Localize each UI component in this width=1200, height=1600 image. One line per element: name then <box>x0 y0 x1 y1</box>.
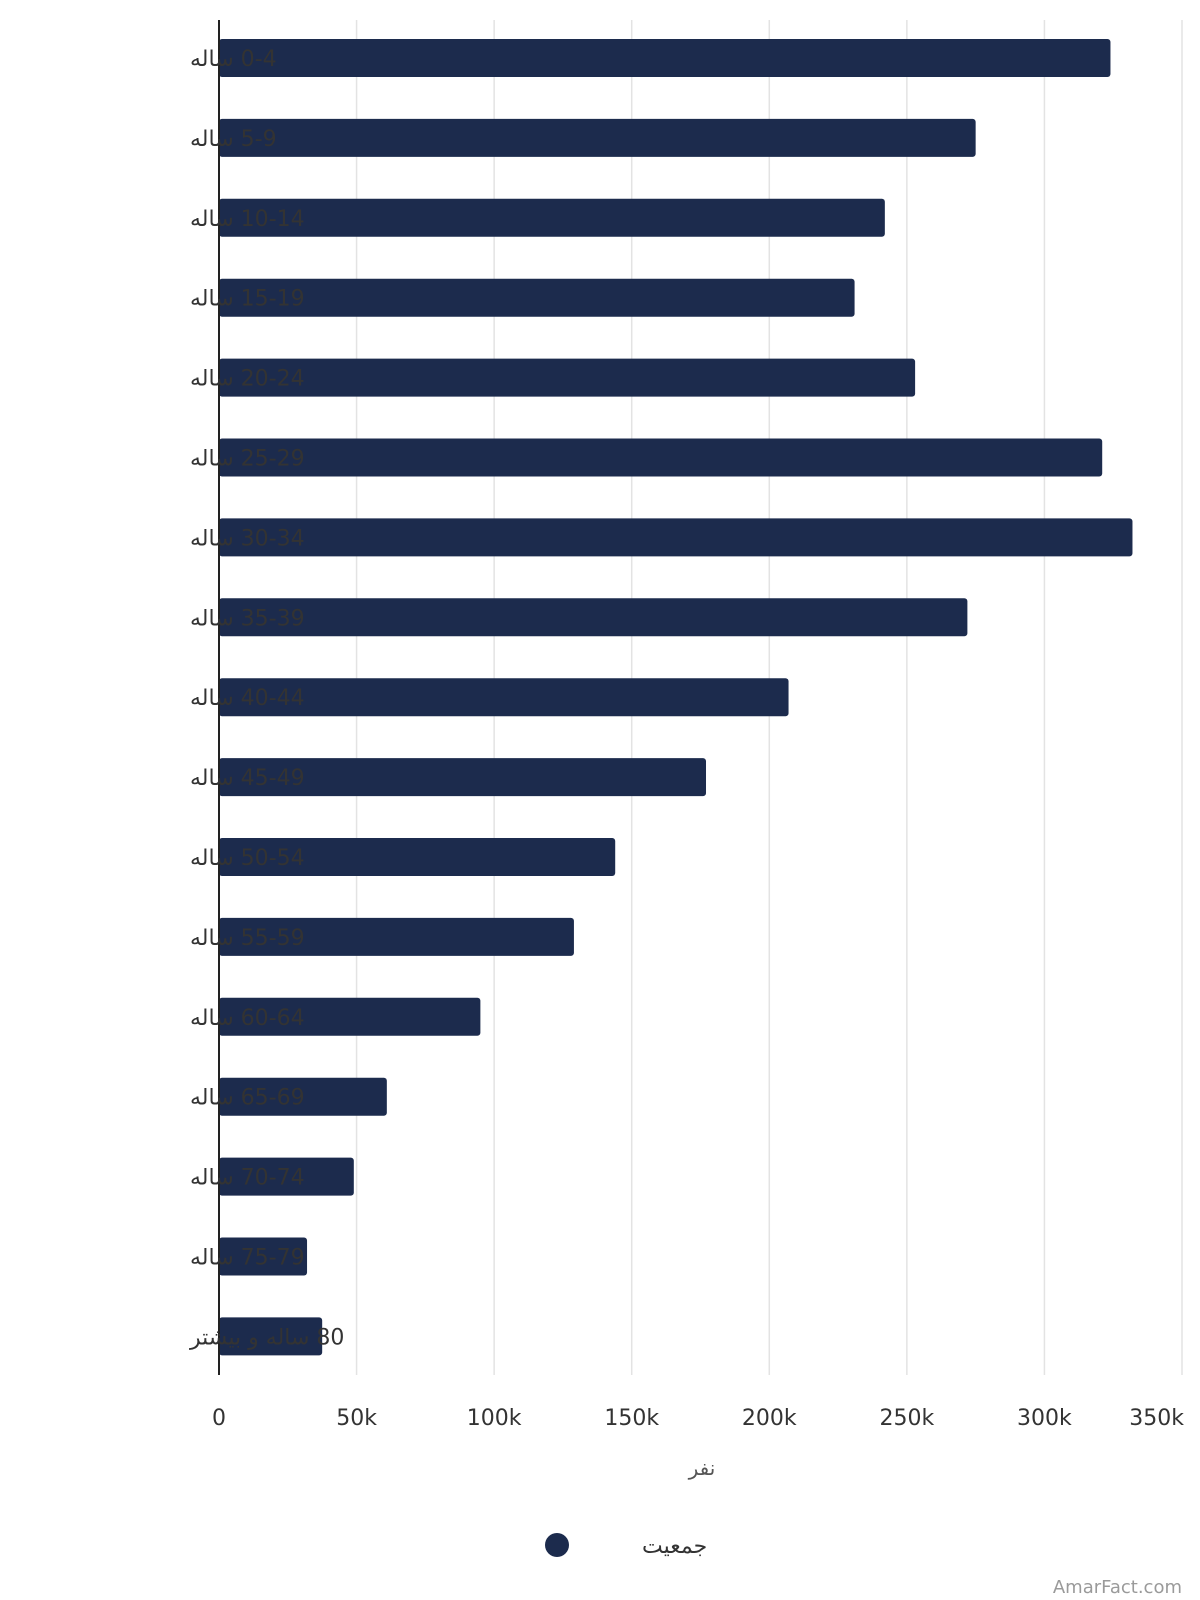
bar[interactable] <box>219 278 855 317</box>
watermark-text: AmarFact.com <box>1053 1577 1182 1598</box>
category-label: 30-34 ساله <box>190 526 305 551</box>
category-label: 55-59 ساله <box>190 926 305 951</box>
x-tick-label: 50k <box>336 1406 377 1431</box>
bar[interactable] <box>219 598 968 637</box>
bar[interactable] <box>219 198 885 237</box>
legend-label: جمعیت <box>642 1534 707 1559</box>
bar[interactable] <box>219 758 707 797</box>
category-label: 70-74 ساله <box>190 1166 305 1191</box>
category-label: 15-19 ساله <box>190 287 305 312</box>
x-tick-label: 100k <box>467 1406 522 1431</box>
bar[interactable] <box>219 997 481 1036</box>
x-tick-label: 200k <box>742 1406 797 1431</box>
category-label: 60-64 ساله <box>190 1006 305 1031</box>
bar[interactable] <box>219 39 1111 77</box>
x-tick-labels: 0 50k 100k 150k 200k 250k 300k 350k <box>212 1406 1184 1431</box>
x-axis-title: نفر <box>688 1456 716 1480</box>
bar[interactable] <box>219 118 976 157</box>
category-label: 20-24 ساله <box>190 367 305 392</box>
legend-marker <box>545 1533 569 1557</box>
category-label: 75-79 ساله <box>190 1246 305 1271</box>
x-tick-label: 250k <box>879 1406 934 1431</box>
category-label: 45-49 ساله <box>190 766 305 791</box>
category-label: 0-4 ساله <box>190 47 277 72</box>
bar[interactable] <box>219 438 1103 477</box>
x-tick-label: 0 <box>212 1406 226 1431</box>
category-label: 5-9 ساله <box>190 127 277 152</box>
bar[interactable] <box>219 678 789 717</box>
bar[interactable] <box>219 358 916 397</box>
category-label: 25-29 ساله <box>190 447 305 472</box>
bar[interactable] <box>219 838 616 876</box>
category-label: 80 ساله و بیشتر <box>189 1325 344 1350</box>
bar[interactable] <box>219 1237 308 1276</box>
category-label: 50-54 ساله <box>190 846 305 871</box>
bar[interactable] <box>219 917 574 956</box>
category-label: 40-44 ساله <box>190 686 305 711</box>
category-label: 10-14 ساله <box>190 207 305 232</box>
category-labels: 0-4 ساله 5-9 ساله 10-14 ساله 15-19 ساله 20-2… <box>189 47 344 1350</box>
category-label: 65-69 ساله <box>190 1086 305 1111</box>
bar[interactable] <box>219 518 1133 557</box>
x-tick-label: 150k <box>604 1406 659 1431</box>
bar[interactable] <box>219 1317 323 1356</box>
legend[interactable]: جمعیت <box>545 1533 707 1559</box>
x-tick-label: 350k <box>1129 1406 1184 1431</box>
bars <box>219 39 1133 1356</box>
bar[interactable] <box>219 1077 387 1116</box>
x-tick-label: 300k <box>1017 1406 1072 1431</box>
category-label: 35-39 ساله <box>190 606 305 631</box>
bar[interactable] <box>219 1157 354 1196</box>
